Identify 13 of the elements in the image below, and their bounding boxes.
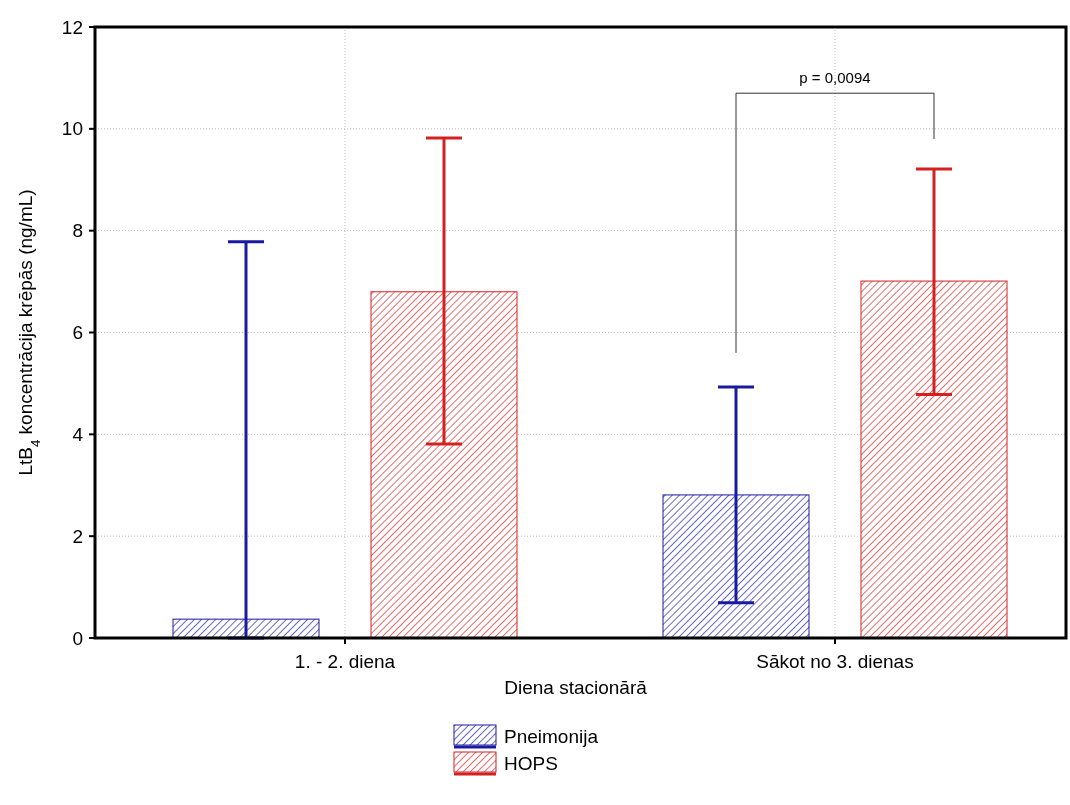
- y-tick-label: 8: [72, 220, 83, 242]
- y-tick-label: 0: [72, 627, 83, 649]
- annotation: p = 0,0094: [799, 69, 871, 87]
- x-tick-label: Sākot no 3. dienas: [756, 651, 914, 672]
- y-tick-label: 6: [72, 322, 83, 344]
- legend-label: HOPS: [504, 752, 558, 774]
- x-axis-title: Diena stacionārā: [504, 677, 648, 698]
- x-tick-label: 1. - 2. diena: [294, 651, 396, 672]
- y-tick-label: 12: [61, 16, 83, 38]
- y-tick-label: 2: [72, 525, 83, 547]
- y-tick-label: 4: [72, 423, 84, 445]
- legend-label: Pneimonija: [504, 725, 599, 747]
- y-tick-label: 10: [61, 118, 83, 140]
